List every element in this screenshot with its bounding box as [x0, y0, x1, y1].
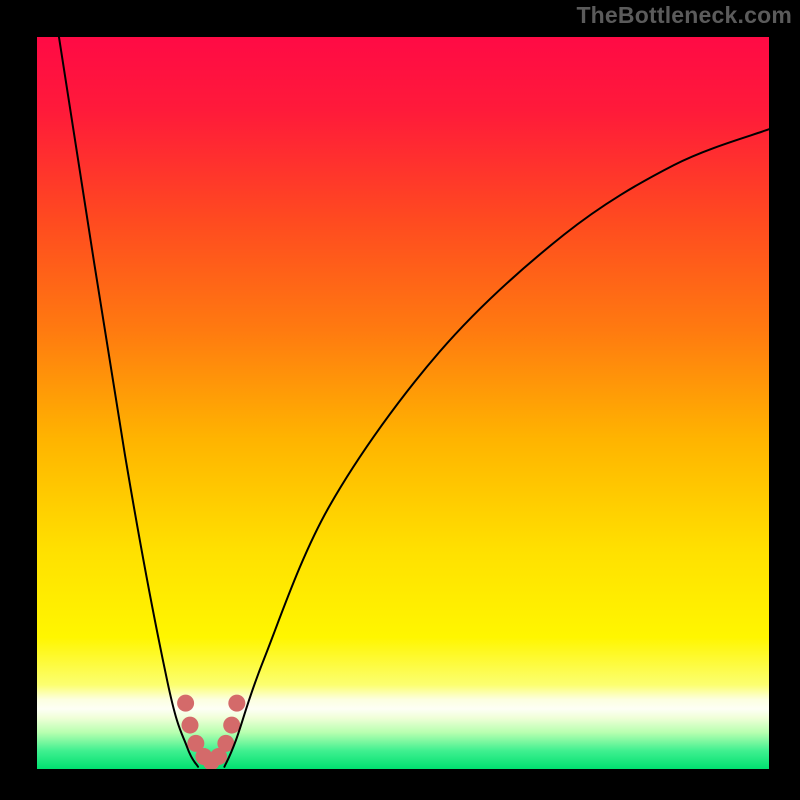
- notch-marker: [177, 695, 194, 712]
- plot-area: [37, 37, 769, 769]
- plot-svg: [37, 37, 769, 769]
- chart-root: TheBottleneck.com: [0, 0, 800, 800]
- notch-marker: [181, 717, 198, 734]
- gradient-background: [37, 37, 769, 769]
- watermark-text: TheBottleneck.com: [576, 2, 792, 29]
- notch-marker: [228, 695, 245, 712]
- notch-marker: [223, 717, 240, 734]
